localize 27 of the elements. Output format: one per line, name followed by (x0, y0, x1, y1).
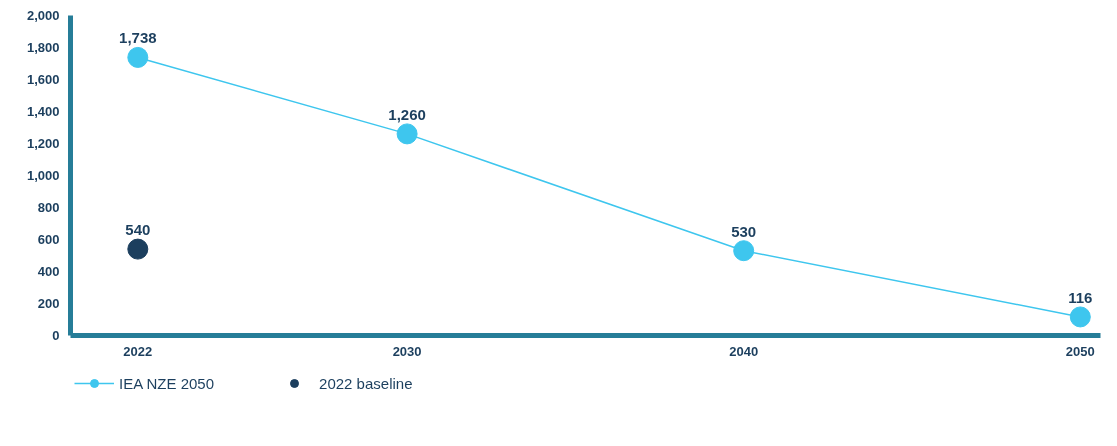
x-tick-label: 2050 (1065, 343, 1095, 359)
y-tick-label: 600 (37, 232, 60, 247)
y-tick-label: 1,000 (26, 168, 60, 183)
legend-label: 2022 baseline (319, 374, 413, 392)
y-tick-label: 400 (37, 264, 60, 279)
y-tick-label: 2,000 (26, 8, 60, 23)
x-tick-label: 2022 (123, 343, 153, 359)
data-label: 530 (731, 222, 757, 240)
point (127, 46, 149, 68)
point (127, 238, 149, 260)
point (396, 123, 418, 145)
legend-label: IEA NZE 2050 (119, 374, 215, 392)
data-label: 540 (125, 221, 151, 239)
data-label: 1,738 (119, 29, 157, 47)
y-tick-label: 800 (37, 200, 60, 215)
y-tick-label: 200 (37, 296, 60, 311)
y-tick-label: 1,600 (26, 72, 60, 87)
x-tick-label: 2040 (729, 343, 759, 359)
y-tick-label: 1,400 (26, 104, 60, 119)
y-tick-label: 0 (52, 328, 60, 343)
y-tick-label: 1,800 (26, 40, 60, 55)
data-label: 1,260 (388, 105, 426, 123)
point (733, 240, 755, 262)
point (1069, 306, 1091, 328)
y-tick-label: 1,200 (26, 136, 60, 151)
data-label: 116 (1068, 288, 1093, 306)
x-tick-label: 2030 (392, 343, 422, 359)
